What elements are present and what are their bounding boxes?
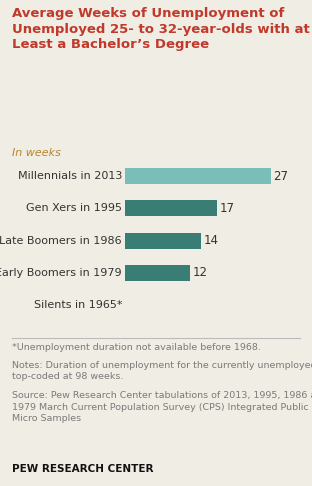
Text: Source: Pew Research Center tabulations of 2013, 1995, 1986 and
1979 March Curre: Source: Pew Research Center tabulations … xyxy=(12,391,312,423)
Text: Gen Xers in 1995: Gen Xers in 1995 xyxy=(26,204,122,213)
Bar xyxy=(125,265,190,281)
Text: 27: 27 xyxy=(274,170,289,183)
Text: Average Weeks of Unemployment of
Unemployed 25- to 32-year-olds with at
Least a : Average Weeks of Unemployment of Unemplo… xyxy=(12,7,310,52)
Text: Early Boomers in 1979: Early Boomers in 1979 xyxy=(0,268,122,278)
Text: *Unemployment duration not available before 1968.: *Unemployment duration not available bef… xyxy=(12,343,261,352)
Bar xyxy=(125,232,201,249)
Text: Silents in 1965*: Silents in 1965* xyxy=(34,300,122,310)
Text: In weeks: In weeks xyxy=(12,148,61,158)
Text: 14: 14 xyxy=(203,234,218,247)
Text: Late Boomers in 1986: Late Boomers in 1986 xyxy=(0,236,122,245)
Text: 12: 12 xyxy=(193,266,207,279)
Text: PEW RESEARCH CENTER: PEW RESEARCH CENTER xyxy=(12,464,154,474)
Bar xyxy=(125,200,217,216)
Text: 17: 17 xyxy=(219,202,234,215)
Text: Notes: Duration of unemployment for the currently unemployed is
top-coded at 98 : Notes: Duration of unemployment for the … xyxy=(12,361,312,381)
Text: Millennials in 2013: Millennials in 2013 xyxy=(18,172,122,181)
Bar xyxy=(125,168,271,184)
